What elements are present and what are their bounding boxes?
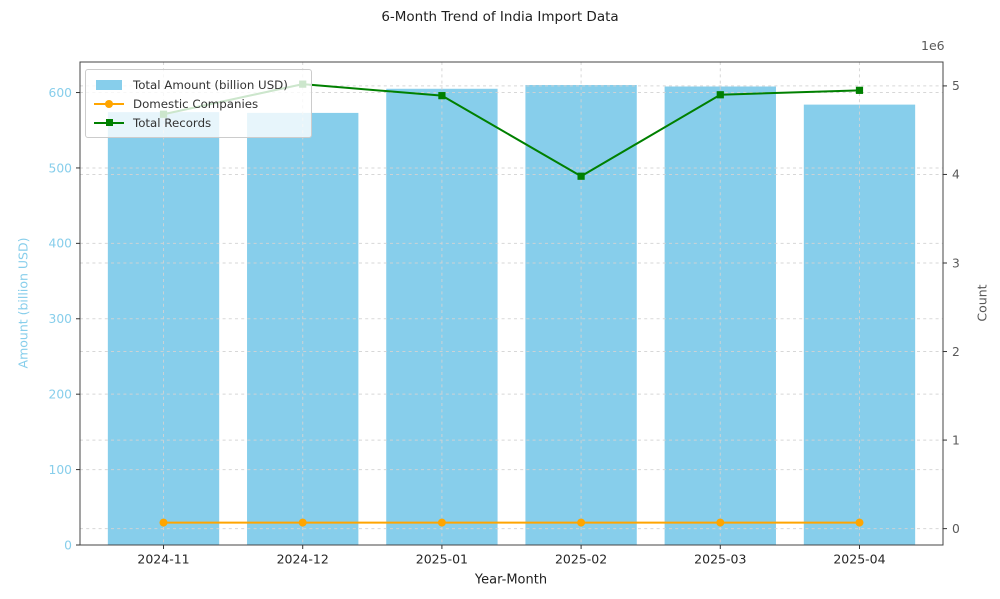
chart-title: 6-Month Trend of India Import Data <box>381 9 619 25</box>
legend-row-total-amount: Total Amount (billion USD) <box>94 75 303 94</box>
marker-square-2025-03 <box>716 91 724 99</box>
marker-circle-2024-11 <box>159 518 168 527</box>
legend-bar-swatch-icon <box>94 78 124 92</box>
right-axis-label: Count <box>974 284 990 322</box>
right-tick-label: 1 <box>952 433 960 447</box>
marker-circle-2025-03 <box>716 518 725 527</box>
left-tick-label: 100 <box>49 463 72 477</box>
left-tick-label: 500 <box>49 161 72 175</box>
left-tick-label: 600 <box>49 86 72 100</box>
legend-label-total-amount: Total Amount (billion USD) <box>133 77 288 92</box>
x-tick-label: 2025-01 <box>416 552 468 567</box>
right-tick-label: 3 <box>952 256 960 270</box>
left-tick-label: 200 <box>49 387 72 401</box>
marker-circle-2025-01 <box>437 518 446 527</box>
right-tick-label: 4 <box>952 168 960 182</box>
legend-label-total-records: Total Records <box>133 115 212 130</box>
marker-square-2025-02 <box>577 172 585 180</box>
marker-circle-2024-12 <box>298 518 307 527</box>
right-tick-label: 5 <box>952 79 960 93</box>
marker-square-2025-01 <box>438 92 446 100</box>
left-axis-label: Amount (billion USD) <box>15 237 31 369</box>
legend-row-total-records: Total Records <box>94 113 303 132</box>
legend-square-marker-icon <box>94 116 124 130</box>
left-tick-label: 400 <box>49 237 72 251</box>
x-tick-label: 2025-03 <box>694 552 746 567</box>
x-tick-label: 2024-11 <box>137 552 189 567</box>
right-tick-label: 0 <box>952 522 960 536</box>
legend: Total Amount (billion USD) Domestic Comp… <box>85 69 312 138</box>
plot-border <box>79 61 944 546</box>
x-tick-label: 2025-04 <box>833 552 885 567</box>
legend-circle-marker-icon <box>94 97 124 111</box>
x-tick-label: 2025-02 <box>555 552 607 567</box>
marker-circle-2025-02 <box>577 518 586 527</box>
legend-row-domestic-companies: Domestic Companies <box>94 94 303 113</box>
left-tick-label: 300 <box>49 312 72 326</box>
right-axis-offset-label: 1e6 <box>921 38 945 53</box>
x-axis-label: Year-Month <box>474 572 548 588</box>
right-tick-label: 2 <box>952 345 960 359</box>
left-tick-label: 0 <box>64 538 72 552</box>
marker-circle-2025-04 <box>855 518 864 527</box>
legend-label-domestic-companies: Domestic Companies <box>133 96 259 111</box>
x-tick-label: 2024-12 <box>277 552 329 567</box>
marker-square-2025-04 <box>855 86 864 94</box>
